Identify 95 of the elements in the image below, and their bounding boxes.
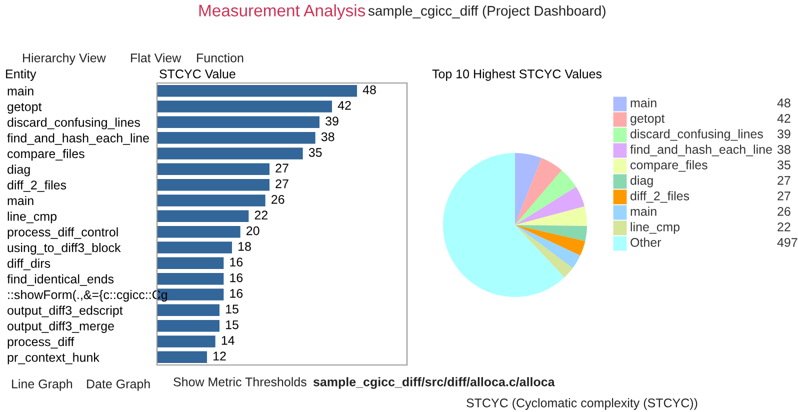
data-label: 12 [214, 352, 226, 360]
data-label: 16 [230, 258, 243, 267]
x-axis-title: STCYC Value [160, 69, 236, 78]
data-label: 16 [230, 289, 243, 298]
y-tick-label: getopt [8, 102, 42, 114]
bar [157, 210, 249, 222]
data-label: 42 [338, 101, 351, 110]
data-label: 20 [246, 226, 260, 236]
bar [157, 84, 357, 97]
legend-label: diff_2_files [630, 191, 690, 203]
bar [157, 226, 240, 238]
data-label: 48 [777, 98, 790, 108]
y-tick-label: compare_files [8, 148, 84, 161]
pie-slice [515, 225, 580, 268]
pie-slice [443, 153, 564, 297]
data-label: 39 [777, 130, 790, 138]
y-tick-label: diff_2_files [8, 180, 66, 192]
bar [157, 132, 316, 144]
bar [157, 351, 207, 364]
data-label: 27 [276, 179, 288, 188]
data-label: 16 [230, 273, 243, 282]
pie-slice [515, 158, 562, 225]
y-tick-label: pr_context_hunk [8, 352, 100, 364]
data-label: 38 [321, 132, 334, 142]
pie-slice [515, 225, 573, 278]
bar [157, 100, 332, 112]
data-label: 38 [777, 145, 790, 154]
data-label: 22 [778, 222, 790, 232]
data-label: 497 [777, 238, 798, 247]
legend-label: compare_files [630, 160, 708, 172]
legend-label: getopt [630, 114, 665, 126]
text: STCYC (Cyclomatic complexity (STCYC)) [466, 398, 698, 410]
data-label: 42 [777, 114, 790, 123]
text: Flat View [131, 53, 182, 62]
data-label: 14 [222, 336, 234, 345]
bar [157, 272, 224, 285]
data-label: 35 [777, 160, 790, 170]
y-tick-label: line_cmp [8, 212, 56, 224]
bar [157, 320, 220, 332]
bar [157, 194, 266, 206]
data-label: 18 [238, 242, 251, 251]
text: Show Metric Thresholds [174, 377, 306, 386]
legend-label: main [630, 206, 656, 216]
data-label: 35 [308, 148, 322, 157]
bar [157, 148, 303, 160]
data-label: 26 [272, 195, 284, 204]
pie-slice [515, 170, 576, 225]
legend-label: Other [630, 238, 662, 247]
bar [157, 242, 232, 254]
y-tick-label: main [8, 196, 34, 206]
text: Measurement Analysis [199, 4, 366, 20]
y-tick-label: process_diff [8, 336, 74, 349]
bar [157, 116, 320, 128]
y-tick-label: output_diff3_merge [8, 321, 114, 333]
y-tick-label: process_diff_control [8, 227, 118, 239]
y-tick-label: using_to_diff3_block [8, 242, 121, 255]
pie-slice [515, 225, 586, 256]
pie-slice [515, 225, 587, 242]
legend-label: diag [630, 176, 653, 188]
y-tick-label: diag [8, 164, 30, 176]
pie-slice [515, 186, 585, 225]
legend-label: line_cmp [630, 222, 680, 234]
y-tick-label: discard_confusing_lines [8, 118, 140, 130]
data-label: 27 [778, 176, 790, 185]
y-tick-label: find_identical_ends [7, 274, 114, 286]
text: Hierarchy View [23, 53, 106, 65]
y-tick-label: main [8, 86, 34, 96]
data-label: 22 [254, 210, 268, 220]
data-label: 39 [326, 116, 338, 126]
pie-slice [515, 153, 542, 225]
y-tick-label: diff_dirs [8, 258, 50, 270]
legend-label: discard_confusing_lines [630, 129, 763, 141]
data-label: 15 [226, 304, 238, 314]
bar [157, 257, 224, 270]
text: sample_cgicc_diff (Project Dashboard) [368, 6, 606, 18]
bar [157, 163, 270, 176]
bar [157, 304, 220, 316]
chart-title: Top 10 Highest STCYC Values [432, 69, 602, 81]
text: Function [197, 53, 244, 62]
data-label: 15 [226, 320, 238, 330]
text: sample_cgicc_diff/src/diff/alloca.c/alloca [313, 377, 555, 389]
data-label: 26 [778, 207, 790, 216]
data-label: 27 [276, 164, 288, 172]
text: Line Graph [12, 379, 72, 391]
y-tick-label: find_and_hash_each_line [7, 133, 149, 145]
bar [157, 178, 270, 191]
bar [157, 336, 216, 348]
data-label: 48 [362, 85, 376, 94]
y-tick-label: output_diff3_edscript [8, 306, 123, 318]
text: Date Graph [87, 379, 150, 391]
legend-label: find_and_hash_each_line [630, 144, 772, 156]
data-label: 27 [778, 192, 790, 200]
y-axis-title: Entity [6, 69, 36, 81]
pie-slice [515, 206, 587, 226]
legend-label: main [630, 98, 656, 108]
